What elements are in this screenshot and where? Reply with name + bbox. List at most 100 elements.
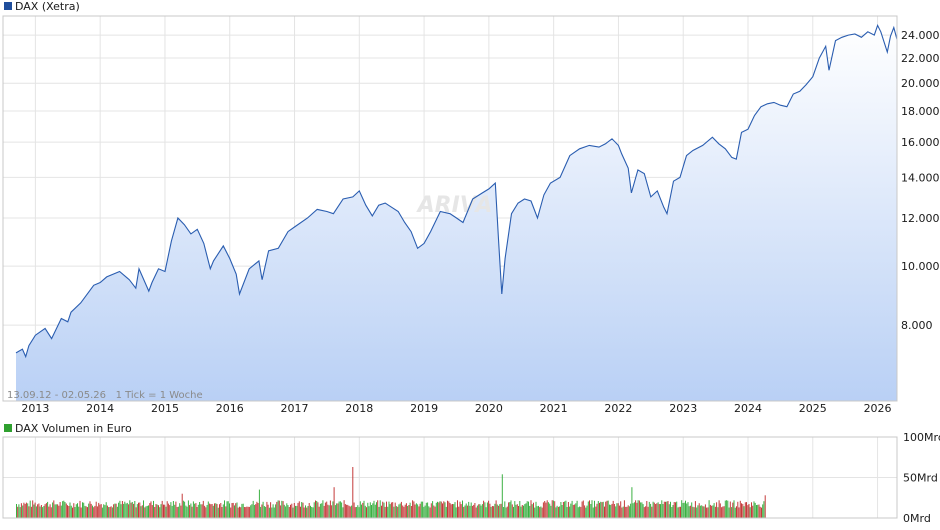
volume-bar <box>230 507 232 518</box>
volume-bar <box>241 503 243 518</box>
volume-bar <box>65 503 67 518</box>
volume-bar <box>283 504 285 518</box>
volume-bar <box>376 502 377 518</box>
volume-bar <box>500 503 502 518</box>
volume-bar <box>561 505 563 518</box>
volume-bar <box>678 506 680 518</box>
volume-bar <box>747 505 749 518</box>
volume-bar <box>556 505 558 518</box>
volume-bar <box>378 506 380 518</box>
main-legend-label: DAX (Xetra) <box>15 0 80 13</box>
volume-bar <box>282 501 284 518</box>
volume-bar <box>510 500 512 518</box>
volume-bar <box>486 502 488 518</box>
volume-bar <box>466 505 468 518</box>
volume-bar <box>410 506 412 518</box>
volume-bar <box>457 500 458 518</box>
volume-bar <box>217 507 219 518</box>
volume-bar <box>417 504 419 518</box>
volume-bar <box>78 506 80 518</box>
volume-bar <box>430 503 432 518</box>
volume-bar <box>465 503 467 518</box>
volume-bar <box>692 506 694 518</box>
volume-bar <box>635 500 637 518</box>
volume-bar <box>621 507 623 518</box>
volume-bar <box>343 500 345 518</box>
volume-bar <box>736 506 737 518</box>
volume-bar <box>261 504 263 518</box>
volume-bar <box>648 501 650 518</box>
x-tick-label: 2022 <box>604 402 632 415</box>
volume-bar <box>685 500 686 518</box>
volume-bar <box>158 505 159 518</box>
volume-bar <box>156 504 158 518</box>
volume-bar <box>650 503 652 518</box>
volume-bar <box>552 500 554 518</box>
volume-bar <box>460 504 462 518</box>
volume-bar <box>19 507 21 518</box>
volume-bar <box>479 504 481 518</box>
y-tick-label: 8.000 <box>901 319 933 332</box>
volume-bar <box>318 506 320 518</box>
volume-bar <box>645 506 647 518</box>
volume-bar <box>597 501 599 518</box>
volume-bar <box>463 506 465 518</box>
volume-bar <box>408 505 410 518</box>
volume-bar <box>584 505 586 518</box>
volume-bar <box>255 504 257 518</box>
volume-bar <box>382 501 384 518</box>
volume-bar <box>324 502 326 518</box>
volume-bar <box>300 506 301 518</box>
x-tick-label: 2016 <box>216 402 244 415</box>
volume-bar <box>540 506 542 518</box>
x-tick-label: 2015 <box>151 402 179 415</box>
volume-bar <box>701 505 703 518</box>
x-tick-label: 2014 <box>86 402 114 415</box>
volume-bar <box>425 502 427 518</box>
volume-bar <box>329 500 331 518</box>
volume-bar <box>526 501 528 518</box>
volume-bar <box>646 501 648 518</box>
volume-bar <box>707 507 709 518</box>
volume-bar <box>600 501 602 518</box>
volume-bar <box>533 502 534 518</box>
volume-bar <box>72 507 73 518</box>
volume-bar <box>332 501 334 518</box>
volume-bar <box>211 504 213 518</box>
volume-bar <box>641 502 643 518</box>
volume-bar <box>429 507 431 518</box>
volume-bar <box>373 500 375 518</box>
volume-bar <box>308 503 310 518</box>
volume-bar <box>169 505 171 518</box>
volume-bar <box>726 500 728 518</box>
volume-bar <box>628 506 630 518</box>
volume-bar <box>657 502 659 518</box>
volume-bar <box>374 504 376 518</box>
volume-bar <box>570 503 572 518</box>
volume-bar <box>711 505 713 518</box>
volume-bar <box>407 506 409 518</box>
volume-bar <box>749 507 751 518</box>
volume-bar <box>668 504 670 518</box>
volume-bar <box>633 502 635 518</box>
volume-bar <box>488 500 490 518</box>
volume-bar <box>141 505 143 518</box>
volume-bar <box>197 504 199 518</box>
volume-bar <box>632 503 634 518</box>
volume-bar <box>611 503 613 518</box>
volume-bar <box>136 504 138 518</box>
volume-bar <box>204 505 206 518</box>
volume-bar <box>257 503 259 518</box>
volume-bar <box>581 501 583 518</box>
volume-bar <box>346 504 348 518</box>
volume-bar <box>658 504 660 518</box>
volume-bar <box>38 503 40 518</box>
volume-bar <box>443 501 445 518</box>
volume-bar <box>160 504 162 518</box>
volume-bar <box>716 502 718 518</box>
volume-bar <box>653 502 655 518</box>
volume-bar <box>661 500 663 518</box>
volume-bar <box>45 503 47 518</box>
volume-bar <box>246 506 248 518</box>
volume-bar <box>513 506 514 518</box>
